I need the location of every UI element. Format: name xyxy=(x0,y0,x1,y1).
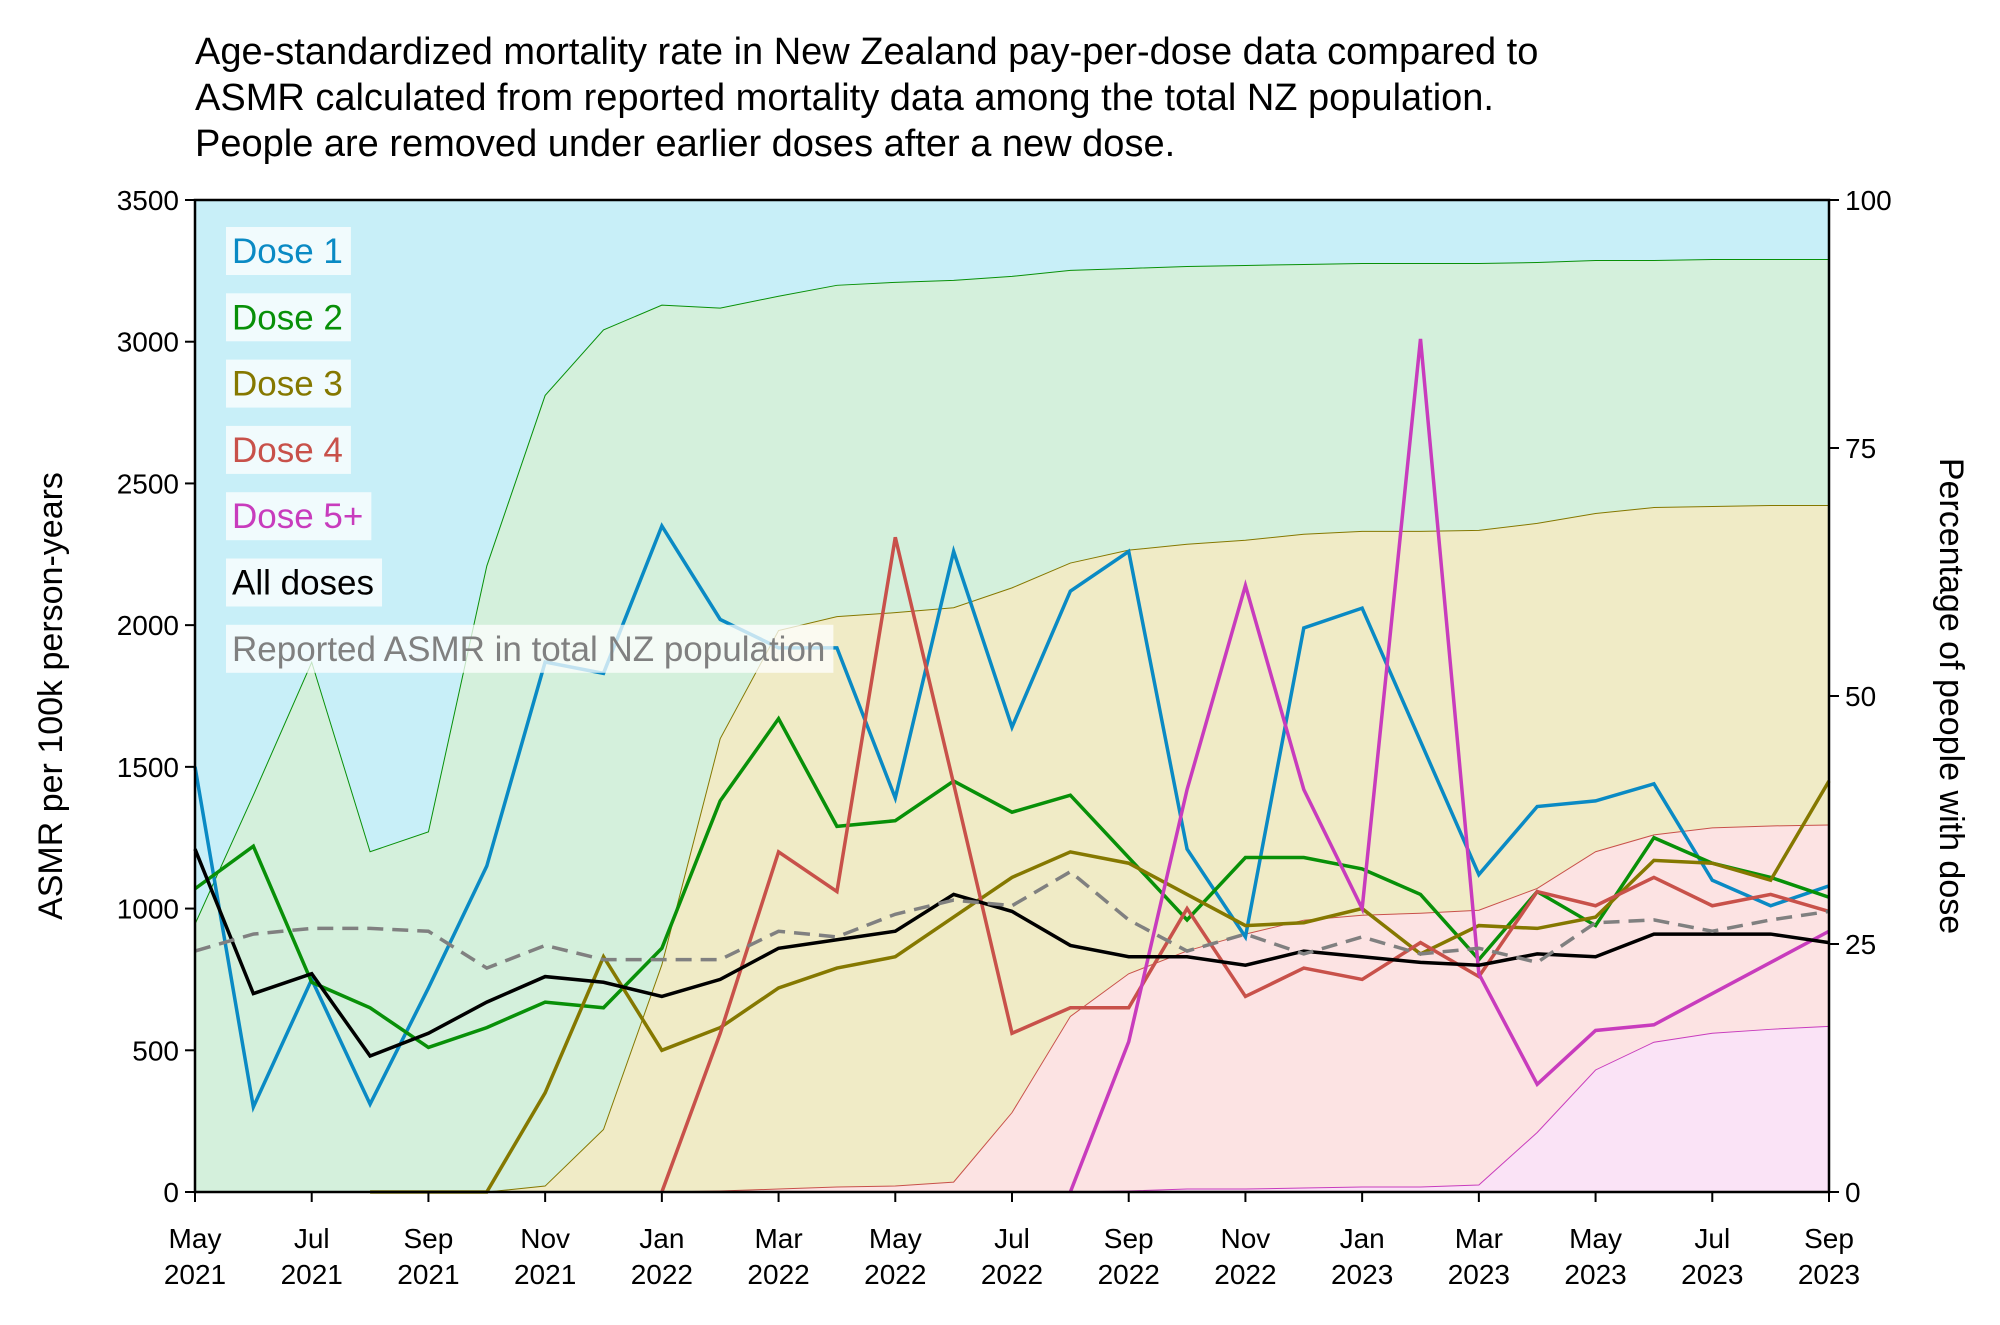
x-tick-month: Mar xyxy=(1455,1223,1503,1254)
y-right-tick-label: 25 xyxy=(1845,929,1876,960)
axes: 0 500 1000 1500 2000 2500 3000 3500 0 25 50 75 100 Ma… xyxy=(117,185,1892,1290)
dose-share-areas xyxy=(194,200,1830,1193)
x-tick-year: 2023 xyxy=(1798,1259,1860,1290)
x-tick-year: 2022 xyxy=(1098,1259,1160,1290)
x-tick-year: 2022 xyxy=(747,1259,809,1290)
legend-item-background xyxy=(226,492,372,541)
area-edge-dose-5 xyxy=(1070,1025,1830,1193)
x-tick-year: 2023 xyxy=(1564,1259,1626,1290)
legend-item-background xyxy=(226,425,351,474)
legend-item-background xyxy=(226,624,834,673)
x-tick-year: 2022 xyxy=(864,1259,926,1290)
x-tick-month: Sep xyxy=(1804,1223,1854,1254)
y-right-tick-label: 100 xyxy=(1845,185,1892,216)
line-dose-3 xyxy=(370,780,1831,1194)
legend-label: Dose 2 xyxy=(232,298,343,337)
x-tick-month: Jul xyxy=(294,1223,330,1254)
y-tick-label: 2000 xyxy=(117,610,179,641)
legend-label: Reported ASMR in total NZ population xyxy=(232,630,825,669)
x-tick-year: 2023 xyxy=(1681,1259,1743,1290)
x-tick-month: Jan xyxy=(639,1223,684,1254)
legend-item-dose-5: Dose 5+ xyxy=(226,492,372,541)
y-axis-right-label: Percentage of people with dose xyxy=(1932,458,1970,934)
legend-item-background xyxy=(226,359,351,408)
legend-label: Dose 1 xyxy=(232,232,343,271)
x-tick-month: Sep xyxy=(404,1223,454,1254)
y-axis-label: ASMR per 100k person-years xyxy=(32,472,70,920)
x-tick-year: 2023 xyxy=(1448,1259,1510,1290)
legend-item-reported-asmr-in-total-nz-population: Reported ASMR in total NZ population xyxy=(226,624,834,673)
title-line-2: ASMR calculated from reported mortality … xyxy=(195,77,1494,119)
legend-item-dose-1: Dose 1 xyxy=(226,227,351,275)
x-tick-month: May xyxy=(869,1223,922,1254)
x-tick-month: May xyxy=(1569,1223,1622,1254)
x-tick-month: Jan xyxy=(1340,1223,1385,1254)
y-tick-label: 2500 xyxy=(117,468,179,499)
legend-label: Dose 4 xyxy=(232,431,343,470)
legend: Dose 1 Dose 2 Dose 3 Dose 4 Dose 5+ All doses… xyxy=(226,227,834,673)
y-tick-label: 500 xyxy=(132,1035,179,1066)
x-tick-month: Jul xyxy=(1694,1223,1730,1254)
chart-title: Age-standardized mortality rate in New Z… xyxy=(195,31,1538,165)
line-all-doses xyxy=(193,848,1830,1059)
legend-label: All doses xyxy=(232,564,374,603)
x-tick-month: Jul xyxy=(994,1223,1030,1254)
x-tick-year: 2021 xyxy=(514,1259,576,1290)
x-tick-month: May xyxy=(169,1223,222,1254)
legend-label: Dose 5+ xyxy=(232,497,363,536)
legend-item-dose-3: Dose 3 xyxy=(226,359,351,408)
x-tick-year: 2021 xyxy=(397,1259,459,1290)
line-dose-5 xyxy=(1068,338,1830,1193)
line-dose-4 xyxy=(660,536,1830,1193)
line-dose-1 xyxy=(193,522,1830,1113)
y-tick-label: 0 xyxy=(163,1177,179,1208)
legend-item-dose-2: Dose 2 xyxy=(226,293,351,342)
legend-label: Dose 3 xyxy=(232,365,343,404)
title-line-3: People are removed under earlier doses a… xyxy=(195,123,1175,165)
y-tick-label: 1500 xyxy=(117,752,179,783)
legend-item-dose-4: Dose 4 xyxy=(226,425,351,474)
x-tick-year: 2022 xyxy=(1214,1259,1276,1290)
x-tick-year: 2022 xyxy=(981,1259,1043,1290)
x-tick-month: Sep xyxy=(1104,1223,1154,1254)
x-tick-year: 2022 xyxy=(631,1259,693,1290)
y-tick-label: 3000 xyxy=(117,327,179,358)
area-dose-4 xyxy=(661,824,1829,1192)
x-tick-month: Mar xyxy=(754,1223,802,1254)
asmr-lines xyxy=(193,338,1831,1194)
x-tick-year: 2021 xyxy=(281,1259,343,1290)
line-dose-2 xyxy=(193,715,1830,1050)
area-dose-5 xyxy=(1070,1026,1829,1192)
y-right-tick-label: 75 xyxy=(1845,433,1876,464)
legend-item-all-doses: All doses xyxy=(226,558,383,607)
area-edge-dose-3 xyxy=(370,505,1829,1193)
title-line-1: Age-standardized mortality rate in New Z… xyxy=(195,31,1538,73)
x-tick-month: Nov xyxy=(1221,1223,1271,1254)
y-right-tick-label: 0 xyxy=(1845,1177,1861,1208)
y-tick-label: 1000 xyxy=(117,894,179,925)
line-reported-asmr-in-total-nz-population xyxy=(194,869,1830,971)
y-tick-label: 3500 xyxy=(117,185,179,216)
x-tick-year: 2021 xyxy=(164,1259,226,1290)
legend-item-background xyxy=(226,227,351,275)
x-tick-year: 2023 xyxy=(1331,1259,1393,1290)
x-tick-month: Nov xyxy=(520,1223,570,1254)
y-right-tick-label: 50 xyxy=(1845,681,1876,712)
legend-item-background xyxy=(226,293,351,342)
legend-item-background xyxy=(226,558,383,607)
